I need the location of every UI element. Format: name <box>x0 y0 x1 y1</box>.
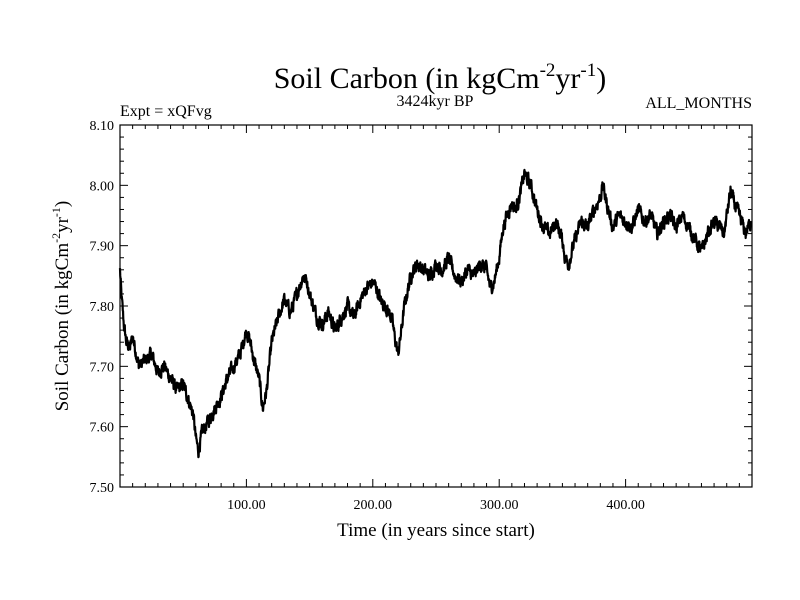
period-label: 3424kyr BP <box>397 93 474 110</box>
title-middle: yr <box>555 62 580 95</box>
ylabel-sup-1: -2 <box>49 233 63 243</box>
series-line-0 <box>118 168 752 459</box>
title-end: ) <box>596 62 606 95</box>
y-tick-label-5: 8.00 <box>90 179 115 194</box>
months-label: ALL_MONTHS <box>645 95 752 112</box>
x-axis-ticks: 100.00 200.00 300.00 400.00 <box>132 125 740 513</box>
x-tick-label-2: 300.00 <box>480 498 519 513</box>
ylabel-middle: yr <box>52 216 73 233</box>
y-tick-label-0: 7.50 <box>90 481 115 496</box>
series-layer <box>118 168 752 459</box>
y-axis-label: Soil Carbon (in kgCm-2yr-1) <box>49 201 73 412</box>
chart-title: Soil Carbon (in kgCm-2yr-1) <box>274 60 607 95</box>
x-tick-label-3: 400.00 <box>606 498 645 513</box>
y-tick-label-4: 7.90 <box>90 240 115 255</box>
ylabel-sup-2: -1 <box>49 207 63 217</box>
y-axis-ticks: 7.50 7.60 7.70 7.80 7.90 8.00 8.10 <box>90 119 752 496</box>
y-tick-label-1: 7.60 <box>90 421 115 436</box>
title-sup-2: -1 <box>580 60 596 81</box>
x-axis-label: Time (in years since start) <box>337 520 535 541</box>
y-tick-label-2: 7.70 <box>90 360 115 375</box>
title-sup-1: -2 <box>540 60 556 81</box>
ylabel-main: Soil Carbon (in kgCm <box>52 243 73 412</box>
ylabel-end: ) <box>52 201 73 207</box>
y-tick-label-6: 8.10 <box>90 119 115 134</box>
experiment-label: Expt = xQFvg <box>120 103 212 120</box>
x-tick-label-1: 200.00 <box>354 498 393 513</box>
y-tick-label-3: 7.80 <box>90 300 115 315</box>
title-main: Soil Carbon (in kgCm <box>274 62 540 95</box>
x-tick-label-0: 100.00 <box>227 498 266 513</box>
